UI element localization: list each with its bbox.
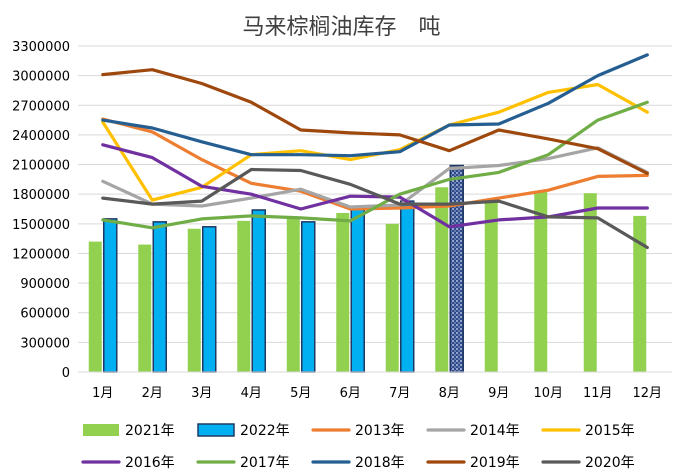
- y-tick-label: 600000: [20, 307, 70, 322]
- x-tick-label: 1月: [92, 386, 113, 401]
- y-tick-label: 1500000: [12, 218, 70, 233]
- bar-2021: [534, 191, 548, 372]
- y-tick-label: 1200000: [12, 247, 70, 262]
- legend-label: 2020年: [585, 455, 635, 471]
- bar-2022: [251, 209, 266, 373]
- x-tick-label: 12月: [632, 386, 662, 401]
- x-tick-label: 10月: [533, 386, 563, 401]
- legend-label: 2019年: [470, 455, 520, 471]
- bar-2021: [336, 212, 350, 372]
- x-tick-label: 4月: [241, 386, 262, 401]
- bar-2022: [301, 221, 316, 373]
- y-tick-label: 0: [62, 366, 70, 381]
- x-tick-label: 2月: [142, 386, 163, 401]
- x-tick-label: 11月: [583, 386, 613, 401]
- series-line: [101, 100, 649, 230]
- chart-title: 马来棕榈油库存 吨: [242, 15, 440, 40]
- legend-label: 2014年: [470, 423, 520, 439]
- y-tick-label: 2100000: [12, 159, 70, 174]
- bar-2021: [88, 241, 102, 372]
- x-tick-label: 5月: [290, 386, 311, 401]
- series-line: [101, 167, 649, 250]
- bar-2021: [633, 215, 647, 372]
- bar-2022: [400, 200, 415, 373]
- y-tick-label: 300000: [20, 336, 70, 351]
- bar-2022: [152, 221, 167, 373]
- x-tick-label: 8月: [439, 386, 460, 401]
- x-axis-ticks: 1月 2月 3月 4月 5月 6月 7月 8月 9月 10月 11月 12月: [92, 386, 662, 401]
- legend: 2021年 2022年 2013年 2014年 2015年 2016年 2017年 2018年…: [81, 423, 635, 471]
- series-line: [101, 68, 649, 175]
- series-line: [101, 53, 649, 158]
- lines: [101, 53, 649, 250]
- bar-2021: [286, 217, 300, 372]
- y-tick-label: 2700000: [12, 99, 70, 114]
- y-tick-label: 1800000: [12, 188, 70, 203]
- bar-2022: [449, 164, 464, 373]
- y-tick-label: 3000000: [12, 70, 70, 85]
- x-tick-label: 9月: [488, 386, 509, 401]
- bar-2021: [385, 223, 399, 372]
- bar-2021: [583, 193, 597, 372]
- legend-swatch: [197, 423, 235, 437]
- legend-label: 2017年: [240, 455, 290, 471]
- bar-2021: [187, 228, 201, 372]
- bar-2021: [484, 202, 498, 372]
- y-tick-label: 900000: [20, 277, 70, 292]
- legend-label: 2015年: [585, 423, 635, 439]
- legend-label: 2018年: [355, 455, 405, 471]
- legend-label: 2021年: [125, 423, 175, 439]
- legend-swatch: [83, 424, 119, 436]
- legend-label: 2016年: [125, 455, 175, 471]
- bar-2021: [138, 244, 152, 372]
- x-tick-label: 6月: [340, 386, 361, 401]
- bar-2022: [350, 208, 365, 373]
- bar-2022: [202, 226, 217, 373]
- bar-2021: [435, 187, 449, 372]
- bar-2021: [237, 220, 251, 372]
- bars: [88, 164, 647, 373]
- y-axis-ticks: 0 300000 600000 900000 1200000 1500000 1800000…: [12, 40, 70, 381]
- y-tick-label: 2400000: [12, 129, 70, 144]
- x-tick-label: 3月: [191, 386, 212, 401]
- x-tick-label: 7月: [389, 386, 410, 401]
- legend-label: 2022年: [240, 423, 290, 439]
- series-line: [101, 143, 649, 229]
- bar-2022: [103, 218, 118, 373]
- y-tick-label: 3300000: [12, 40, 70, 55]
- legend-label: 2013年: [355, 423, 405, 439]
